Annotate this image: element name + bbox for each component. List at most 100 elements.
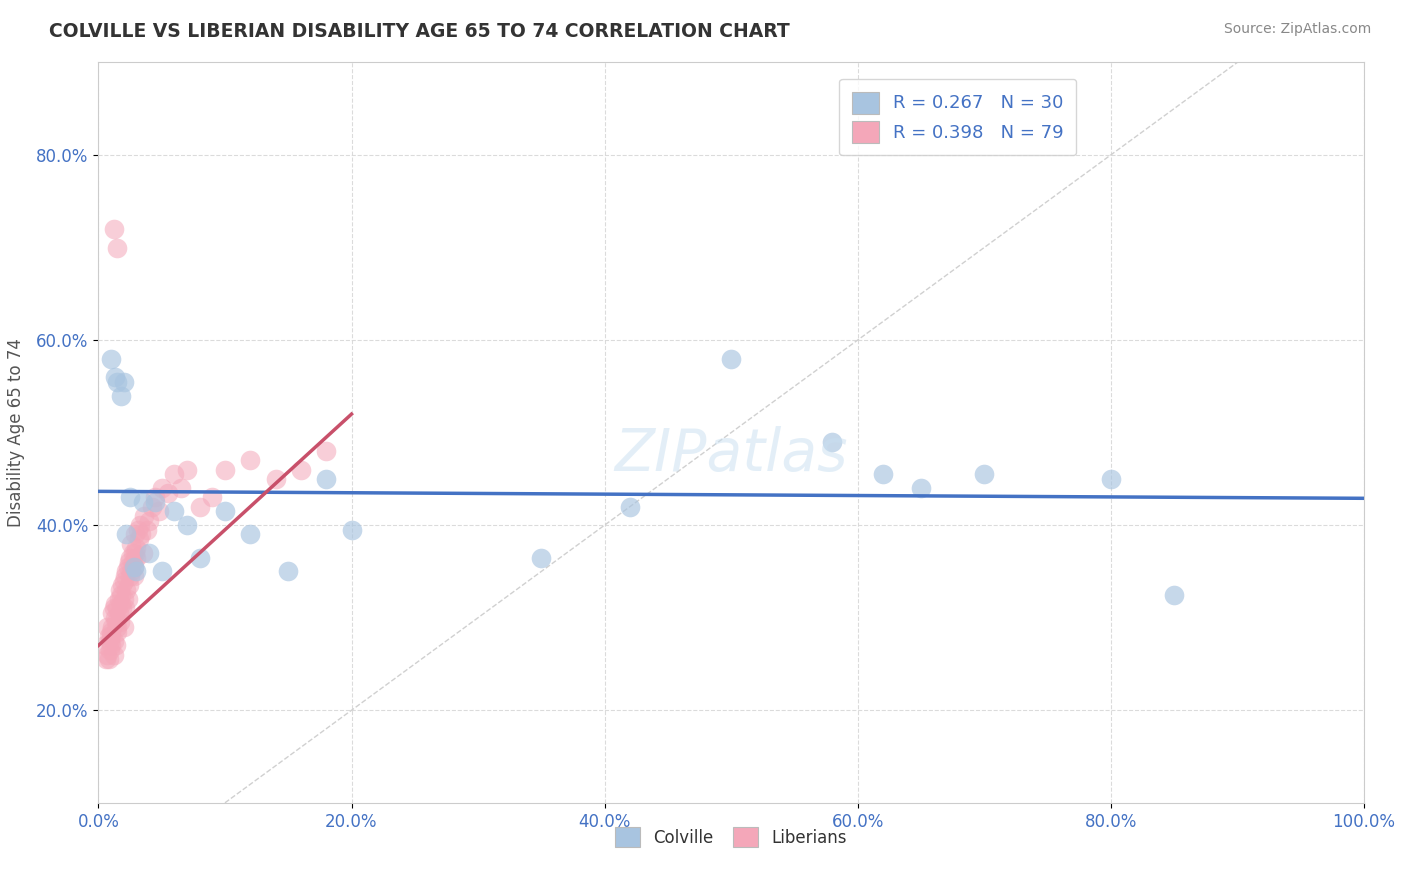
Point <box>112 574 135 588</box>
Point <box>107 592 129 607</box>
Point <box>101 606 124 620</box>
Point <box>107 601 129 615</box>
Point <box>120 491 141 505</box>
Point <box>121 555 143 569</box>
Point <box>103 633 125 648</box>
Point <box>277 565 299 579</box>
Point <box>101 620 124 634</box>
Point <box>910 481 932 495</box>
Point <box>128 532 150 546</box>
Point <box>188 500 211 514</box>
Point <box>108 582 131 597</box>
Point <box>821 434 844 449</box>
Point <box>720 351 742 366</box>
Point <box>120 569 141 583</box>
Point <box>107 606 129 620</box>
Point <box>117 559 139 574</box>
Point <box>120 565 142 579</box>
Point <box>125 541 148 556</box>
Point <box>115 582 138 597</box>
Point <box>114 569 136 583</box>
Point <box>264 472 287 486</box>
Point <box>110 388 132 402</box>
Point <box>124 527 146 541</box>
Point <box>94 652 117 666</box>
Point <box>97 652 120 666</box>
Point <box>107 624 129 639</box>
Point <box>145 495 166 509</box>
Point <box>176 518 198 533</box>
Point <box>145 491 166 505</box>
Point <box>118 555 141 569</box>
Point <box>110 597 132 611</box>
Point <box>150 565 173 579</box>
Point <box>103 648 125 662</box>
Point <box>107 375 129 389</box>
Point <box>115 565 138 579</box>
Point <box>111 578 134 592</box>
Point <box>100 624 122 639</box>
Point <box>103 601 125 615</box>
Point <box>117 592 139 607</box>
Point <box>141 500 163 514</box>
Point <box>201 491 224 505</box>
Y-axis label: Disability Age 65 to 74: Disability Age 65 to 74 <box>7 338 25 527</box>
Point <box>129 518 152 533</box>
Point <box>96 620 118 634</box>
Point <box>104 597 127 611</box>
Text: ZIPatlas: ZIPatlas <box>614 426 848 483</box>
Point <box>110 588 132 602</box>
Point <box>121 546 143 560</box>
Point <box>100 629 122 643</box>
Point <box>148 504 170 518</box>
Point <box>124 546 146 560</box>
Point <box>1099 472 1122 486</box>
Point <box>125 565 148 579</box>
Point <box>150 481 173 495</box>
Point <box>290 462 312 476</box>
Point <box>114 601 136 615</box>
Point <box>100 351 122 366</box>
Point <box>118 578 141 592</box>
Point <box>315 472 337 486</box>
Point <box>105 615 128 630</box>
Point <box>163 467 186 482</box>
Point <box>1163 588 1185 602</box>
Point <box>239 527 262 541</box>
Point <box>115 527 138 541</box>
Point <box>108 615 131 630</box>
Text: Source: ZipAtlas.com: Source: ZipAtlas.com <box>1223 22 1371 37</box>
Point <box>93 639 117 653</box>
Point <box>163 504 186 518</box>
Point <box>169 481 191 495</box>
Point <box>100 639 122 653</box>
Point <box>107 620 129 634</box>
Point <box>104 610 127 624</box>
Point <box>112 592 135 607</box>
Point <box>132 546 155 560</box>
Point <box>98 643 121 657</box>
Point <box>132 495 155 509</box>
Point <box>111 601 134 615</box>
Point <box>98 633 121 648</box>
Point <box>973 467 995 482</box>
Point <box>239 453 262 467</box>
Point <box>125 550 148 565</box>
Point <box>120 550 141 565</box>
Point <box>176 462 198 476</box>
Text: COLVILLE VS LIBERIAN DISABILITY AGE 65 TO 74 CORRELATION CHART: COLVILLE VS LIBERIAN DISABILITY AGE 65 T… <box>49 22 790 41</box>
Point <box>112 620 135 634</box>
Point <box>315 444 337 458</box>
Point <box>97 629 120 643</box>
Point <box>122 569 145 583</box>
Point <box>872 467 894 482</box>
Point <box>132 508 155 523</box>
Point <box>104 370 127 384</box>
Point <box>188 550 211 565</box>
Point <box>112 375 135 389</box>
Point <box>120 536 142 550</box>
Point <box>530 550 553 565</box>
Point <box>214 462 236 476</box>
Point <box>157 485 180 500</box>
Point <box>135 523 157 537</box>
